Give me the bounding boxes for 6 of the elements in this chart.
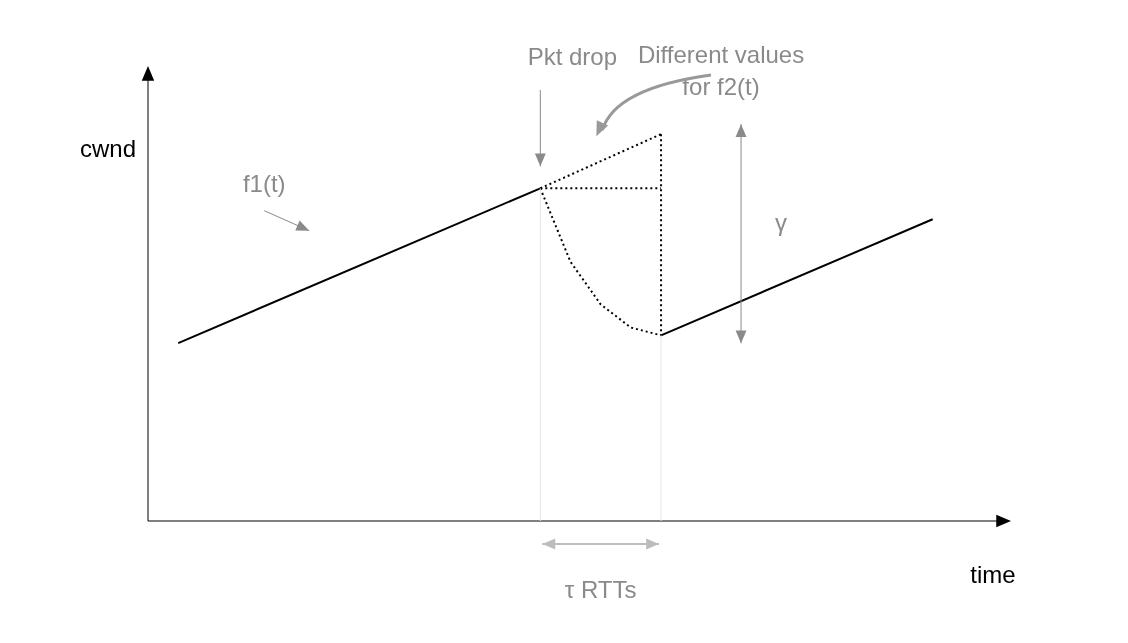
text: τ RTTs	[564, 575, 637, 603]
y-axis-title: cwnd	[79, 134, 136, 162]
annotation: f1(t)	[242, 170, 286, 198]
annotation: γ	[775, 209, 788, 237]
text: Pkt drop	[527, 42, 618, 70]
x-axis-title: time	[970, 560, 1016, 588]
